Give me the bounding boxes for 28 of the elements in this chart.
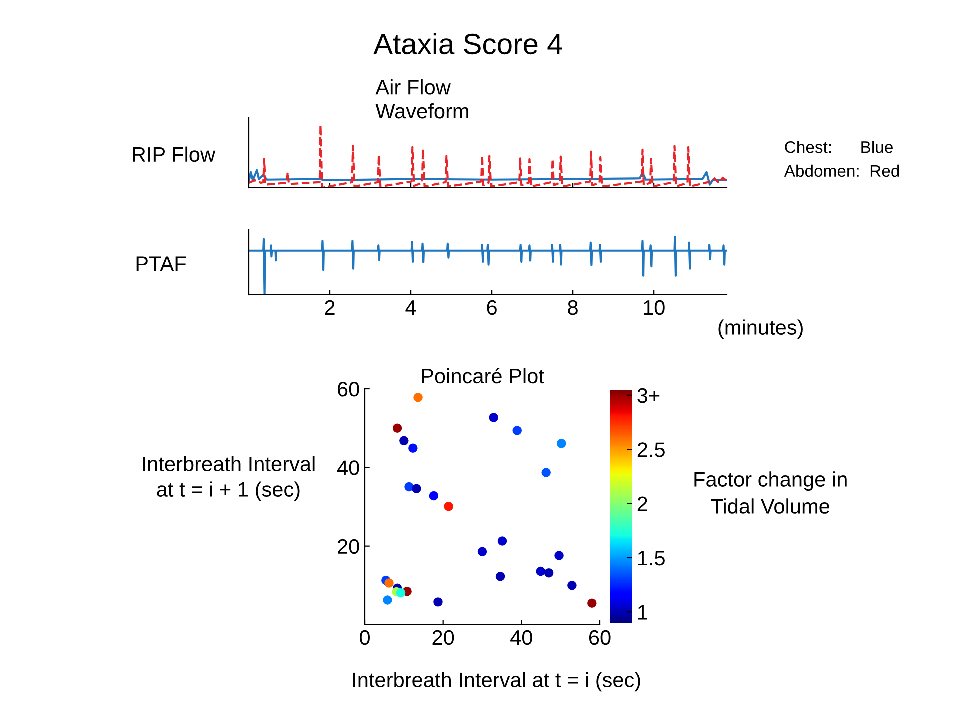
chart-subtitle: Air Flow Waveform bbox=[376, 80, 468, 119]
x-tick-label: 8 bbox=[568, 300, 578, 316]
chart-title: Ataxia Score 4 bbox=[374, 33, 562, 55]
x-tick-label: 4 bbox=[406, 300, 416, 315]
color-bar-label: 3+ bbox=[638, 388, 660, 404]
x-axis-title: (minutes) bbox=[718, 320, 803, 340]
color-bar-title: Factor change in Tidal Volume bbox=[694, 472, 847, 514]
x-tick-label: 20 bbox=[432, 630, 454, 646]
x-tick-label: 0 bbox=[360, 630, 370, 646]
color-bar-label: 1 bbox=[638, 605, 648, 620]
color-bar-label: 2 bbox=[638, 496, 648, 512]
text: Chest: Blue bbox=[785, 141, 893, 154]
x-tick-label: 40 bbox=[510, 630, 532, 646]
x-tick-label: 10 bbox=[644, 300, 665, 316]
y-axis-title: RIP Flow bbox=[133, 146, 216, 162]
x-axis-title: Interbreath Interval at t = i (sec) bbox=[354, 672, 640, 692]
color-bar-label: 1.5 bbox=[638, 551, 665, 566]
chart-title: Poincaré Plot bbox=[422, 368, 544, 384]
x-tick-label: 60 bbox=[589, 630, 611, 646]
x-tick-label: 2 bbox=[325, 300, 335, 315]
y-axis-title: PTAF bbox=[136, 256, 186, 272]
y-tick-label: 20 bbox=[338, 539, 360, 554]
color-bar-label: 2.5 bbox=[638, 442, 665, 458]
y-tick-label: 60 bbox=[338, 382, 360, 397]
text: Abdomen: Red bbox=[784, 164, 900, 178]
x-tick-label: 6 bbox=[487, 300, 497, 316]
y-axis-title: Interbreath Interval at t = i + 1 (sec) bbox=[143, 456, 315, 502]
y-tick-label: 40 bbox=[337, 460, 360, 476]
